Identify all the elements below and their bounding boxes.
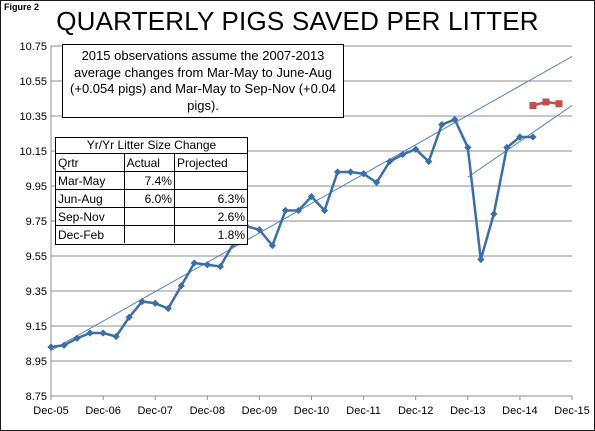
- y-tick-label: 8.95: [26, 356, 47, 368]
- cell-actual: 7.4%: [123, 171, 175, 190]
- y-tick-label: 9.55: [26, 251, 47, 263]
- trendline: [467, 105, 573, 178]
- header-projected: Projected: [173, 154, 247, 172]
- data-point: [268, 241, 277, 250]
- table-grid: Qrtr Actual Projected Mar-May 7.4% Jun-A…: [56, 154, 247, 243]
- y-axis-tick-labels: 10.75 10.55 10.35 10.15 9.95 9.75 9.55 9.35 9.15…: [19, 41, 47, 403]
- annotation-note: 2015 observations assume the 2007-2013 a…: [62, 44, 344, 118]
- data-point: [138, 297, 146, 306]
- y-tick-label: 10.75: [19, 41, 47, 53]
- table-title: Yr/Yr Litter Size Change: [56, 138, 247, 154]
- header-actual: Actual: [123, 154, 175, 172]
- y-tick-label: 10.35: [19, 111, 47, 123]
- data-point: [516, 133, 524, 141]
- cell-projected: [173, 171, 247, 190]
- figure-label: Figure 2: [4, 2, 40, 12]
- litter-size-change-table: Yr/Yr Litter Size Change Qrtr Actual Pro…: [55, 137, 248, 245]
- data-point: [333, 168, 342, 176]
- data-point: [307, 192, 316, 201]
- trendline: [50, 56, 573, 351]
- data-point: [529, 133, 537, 141]
- x-tick-label: Dec-08: [190, 405, 225, 417]
- data-point: [555, 100, 563, 108]
- data-point: [529, 102, 537, 109]
- cell-quarter: Mar-May: [56, 171, 125, 190]
- cell-quarter: Jun-Aug: [56, 189, 125, 208]
- data-point: [346, 168, 355, 176]
- table-row: Mar-May 7.4%: [56, 171, 247, 190]
- data-point: [412, 145, 420, 153]
- data-point: [203, 261, 211, 269]
- y-tick-label: 9.95: [26, 181, 47, 193]
- data-point: [373, 178, 381, 187]
- data-point: [164, 304, 172, 313]
- y-tick-label: 8.75: [26, 391, 47, 403]
- data-point: [190, 259, 198, 267]
- cell-projected: 2.6%: [173, 207, 247, 226]
- data-point: [503, 143, 511, 152]
- table-header-row: Qrtr Actual Projected: [56, 154, 247, 172]
- x-tick-label: Dec-10: [294, 405, 329, 417]
- cell-actual: [123, 225, 175, 243]
- data-point: [216, 262, 224, 271]
- data-point: [294, 206, 303, 215]
- x-tick-label: Dec-06: [85, 405, 120, 417]
- cell-projected: 6.3%: [173, 189, 247, 208]
- chart-title: QUARTERLY PIGS SAVED PER LITTER: [56, 6, 539, 36]
- data-point: [542, 98, 550, 106]
- y-tick-label: 9.15: [26, 321, 47, 333]
- data-point: [47, 343, 55, 351]
- data-point: [386, 157, 394, 166]
- data-point: [86, 329, 94, 337]
- header-qrtr: Qrtr: [56, 154, 125, 172]
- data-point: [112, 332, 120, 341]
- data-point: [490, 210, 498, 218]
- x-tick-label: Dec-14: [502, 405, 537, 417]
- data-point: [255, 226, 263, 234]
- data-point: [73, 334, 81, 342]
- x-tick-label: Dec-12: [398, 405, 433, 417]
- cell-quarter: Dec-Feb: [56, 225, 125, 243]
- y-tick-label: 10.15: [19, 146, 47, 158]
- data-series: [47, 98, 563, 351]
- table-row: Jun-Aug 6.0% 6.3%: [56, 189, 247, 208]
- data-point: [99, 329, 107, 337]
- data-point: [477, 255, 485, 264]
- x-tick-label: Dec-09: [242, 405, 277, 417]
- trendlines: [50, 56, 573, 351]
- data-point: [320, 206, 329, 215]
- data-point: [451, 115, 459, 124]
- x-tick-label: Dec-15: [554, 405, 589, 417]
- y-tick-label: 10.55: [19, 76, 47, 88]
- data-point: [399, 150, 407, 159]
- y-tick-label: 9.75: [26, 216, 47, 228]
- data-point: [425, 157, 433, 166]
- data-point: [177, 282, 185, 290]
- data-point: [60, 341, 68, 349]
- data-point: [125, 313, 133, 321]
- data-point: [464, 143, 472, 152]
- y-tick-label: 9.35: [26, 286, 47, 298]
- x-tick-label: Dec-07: [137, 405, 172, 417]
- x-axis-tick-labels: Dec-05 Dec-06 Dec-07 Dec-08 Dec-09 Dec-10 Dec-…: [33, 405, 589, 417]
- data-point: [151, 299, 159, 307]
- cell-projected: 1.8%: [173, 225, 247, 243]
- cell-quarter: Sep-Nov: [56, 207, 125, 226]
- cell-actual: [123, 207, 175, 226]
- data-point: [360, 170, 368, 178]
- table-row: Sep-Nov 2.6%: [56, 207, 247, 226]
- data-point: [281, 206, 290, 215]
- data-point: [438, 121, 446, 129]
- x-tick-label: Dec-05: [33, 405, 68, 417]
- x-tick-label: Dec-11: [346, 405, 381, 417]
- x-tick-label: Dec-13: [450, 405, 485, 417]
- table-row: Dec-Feb 1.8%: [56, 225, 247, 243]
- cell-actual: 6.0%: [123, 189, 175, 208]
